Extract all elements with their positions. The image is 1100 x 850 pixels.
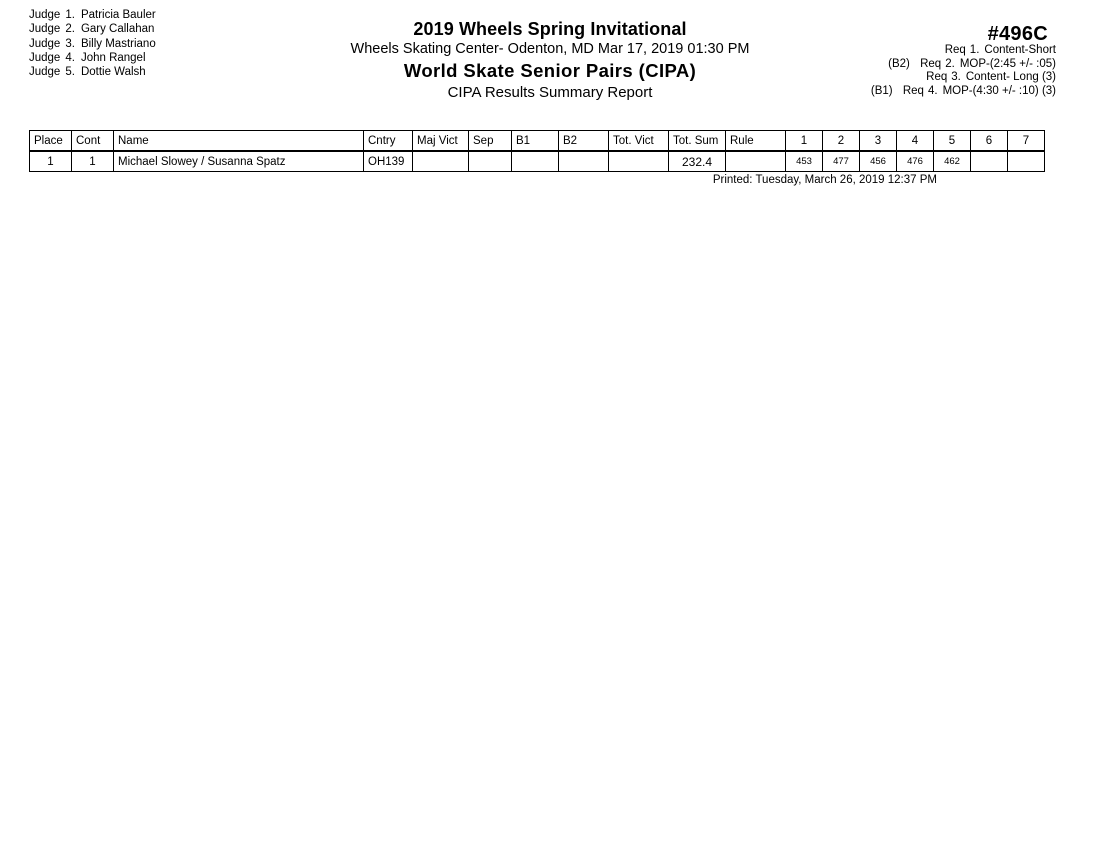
judge-name: John Rangel bbox=[80, 51, 146, 64]
column-header-judge-3: 3 bbox=[859, 130, 897, 152]
requirement-text: MOP-(2:45 +/- :05) bbox=[959, 57, 1056, 70]
requirement-row: Req 3. Content- Long (3) bbox=[871, 71, 1056, 85]
judge-name: Billy Mastriano bbox=[80, 37, 156, 50]
cell-judge-score-2: 477 bbox=[822, 150, 860, 172]
table-body: 1 1 Michael Slowey / Susanna Spatz OH139… bbox=[29, 150, 1045, 172]
judge-name: Dottie Walsh bbox=[80, 66, 146, 79]
cell-judge-score-6 bbox=[970, 150, 1008, 172]
requirement-text: MOP-(4:30 +/- :10) (3) bbox=[942, 85, 1056, 98]
cell-cntry: OH139 bbox=[363, 150, 413, 172]
cell-judge-score-3: 456 bbox=[859, 150, 897, 172]
column-header-sep: Sep bbox=[468, 130, 512, 152]
requirement-number: 2. bbox=[945, 57, 955, 70]
column-header-tot-vict: Tot. Vict bbox=[608, 130, 669, 152]
cell-b1 bbox=[511, 150, 559, 172]
judge-number: 2. bbox=[65, 23, 75, 36]
table-row: 1 1 Michael Slowey / Susanna Spatz OH139… bbox=[29, 150, 1045, 172]
table-header: Place Cont Name Cntry Maj Vict Sep B1 B2… bbox=[29, 130, 1045, 152]
column-header-maj-vict: Maj Vict bbox=[412, 130, 469, 152]
cell-rule bbox=[725, 150, 786, 172]
requirement-number: 1. bbox=[969, 44, 980, 56]
column-header-judge-7: 7 bbox=[1007, 130, 1045, 152]
judge-row: Judge 3. Billy Mastriano bbox=[29, 37, 156, 51]
cell-judge-score-1: 453 bbox=[785, 150, 823, 172]
cell-b2 bbox=[558, 150, 609, 172]
column-header-judge-6: 6 bbox=[970, 130, 1008, 152]
cell-judge-score-4: 476 bbox=[896, 150, 934, 172]
requirement-label: Req bbox=[926, 71, 948, 84]
venue-datetime: Wheels Skating Center- Odenton, MD Mar 1… bbox=[350, 41, 750, 57]
requirement-text: Content- Long (3) bbox=[965, 71, 1056, 84]
column-header-judge-1: 1 bbox=[785, 130, 823, 152]
event-title: World Skate Senior Pairs (CIPA) bbox=[403, 60, 697, 81]
requirement-label: Req bbox=[920, 57, 942, 70]
judge-row: Judge 1. Patricia Bauler bbox=[29, 8, 156, 22]
cell-place: 1 bbox=[29, 150, 72, 172]
cell-tot-vict bbox=[608, 150, 669, 172]
judge-row: Judge 4. John Rangel bbox=[29, 51, 156, 65]
cell-judge-score-5: 462 bbox=[933, 150, 971, 172]
cell-maj-vict bbox=[412, 150, 469, 172]
column-header-place: Place bbox=[29, 130, 72, 152]
column-header-tot-sum: Tot. Sum bbox=[668, 130, 726, 152]
judge-label: Judge bbox=[29, 51, 61, 64]
cell-sep bbox=[468, 150, 512, 172]
judge-name: Patricia Bauler bbox=[80, 9, 156, 21]
column-header-cntry: Cntry bbox=[363, 130, 413, 152]
judge-label: Judge bbox=[29, 9, 61, 21]
column-header-b2: B2 bbox=[558, 130, 609, 152]
judge-number: 3. bbox=[65, 37, 75, 50]
table-header-row: Place Cont Name Cntry Maj Vict Sep B1 B2… bbox=[29, 130, 1045, 152]
requirement-number: 3. bbox=[951, 71, 961, 84]
judge-label: Judge bbox=[29, 23, 61, 36]
event-number: #496C bbox=[987, 23, 1048, 45]
requirement-label: Req bbox=[944, 44, 966, 56]
requirement-row: (B1) Req 4. MOP-(4:30 +/- :10) (3) bbox=[871, 85, 1056, 99]
judge-row: Judge 2. Gary Callahan bbox=[29, 22, 156, 36]
cell-judge-score-7 bbox=[1007, 150, 1045, 172]
cell-name: Michael Slowey / Susanna Spatz bbox=[113, 150, 364, 172]
results-table: Place Cont Name Cntry Maj Vict Sep B1 B2… bbox=[29, 130, 1045, 172]
requirement-text: Content-Short bbox=[984, 44, 1056, 56]
printed-timestamp: Printed: Tuesday, March 26, 2019 12:37 P… bbox=[712, 174, 937, 186]
competition-title: 2019 Wheels Spring Invitational bbox=[413, 19, 687, 39]
report-subtitle: CIPA Results Summary Report bbox=[447, 84, 653, 101]
requirement-label: Req bbox=[902, 85, 924, 98]
column-header-judge-4: 4 bbox=[896, 130, 934, 152]
cell-cont: 1 bbox=[71, 150, 114, 172]
judge-row: Judge 5. Dottie Walsh bbox=[29, 65, 156, 79]
judge-label: Judge bbox=[29, 66, 61, 79]
requirement-bonus: (B1) bbox=[870, 85, 893, 98]
requirement-number: 4. bbox=[927, 85, 938, 98]
requirements-panel: Req 1. Content-Short (B2) Req 2. MOP-(2:45 +/… bbox=[871, 44, 1056, 99]
requirement-row: (B2) Req 2. MOP-(2:45 +/- :05) bbox=[871, 58, 1056, 72]
report-title-block: 2019 Wheels Spring Invitational Wheels S… bbox=[250, 18, 850, 103]
judge-number: 5. bbox=[65, 66, 75, 79]
judge-number: 4. bbox=[65, 51, 75, 64]
column-header-name: Name bbox=[113, 130, 364, 152]
judge-name: Gary Callahan bbox=[80, 23, 155, 36]
cell-tot-sum: 232.4 bbox=[668, 150, 726, 172]
column-header-cont: Cont bbox=[71, 130, 114, 152]
judge-number: 1. bbox=[65, 9, 75, 21]
column-header-judge-2: 2 bbox=[822, 130, 860, 152]
requirement-bonus: (B2) bbox=[888, 57, 910, 70]
column-header-b1: B1 bbox=[511, 130, 559, 152]
column-header-rule: Rule bbox=[725, 130, 786, 152]
column-header-judge-5: 5 bbox=[933, 130, 971, 152]
judges-panel: Judge 1. Patricia Bauler Judge 2. Gary Calla… bbox=[29, 8, 156, 79]
judge-label: Judge bbox=[29, 37, 61, 50]
requirement-row: Req 1. Content-Short bbox=[871, 44, 1056, 58]
